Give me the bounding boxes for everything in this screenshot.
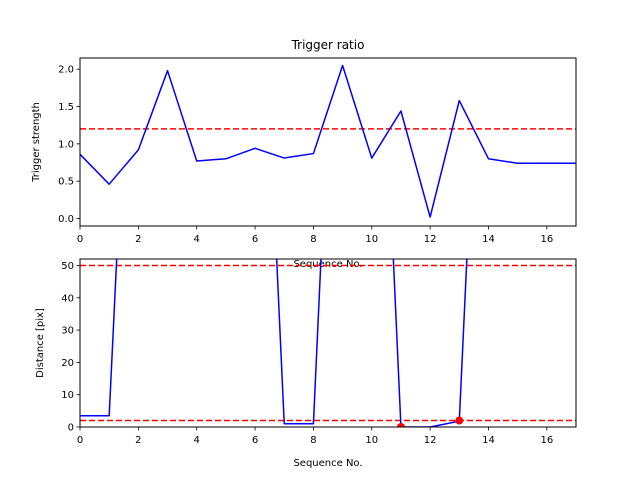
chart-title: Trigger ratio	[291, 38, 365, 52]
x-tick-label: 10	[365, 435, 378, 446]
y-tick-label: 40	[61, 293, 74, 304]
axes-frame	[79, 258, 577, 428]
x-tick-label: 16	[540, 234, 553, 245]
trigger-ratio-chart: Trigger ratio Sequence No. Trigger stren…	[31, 38, 577, 270]
x-axis-label: Sequence No.	[293, 458, 362, 469]
y-axis-label: Distance [pix]	[35, 308, 46, 378]
x-tick-label: 2	[135, 234, 141, 245]
y-tick-label: 1.0	[58, 139, 74, 150]
x-tick-label: 14	[482, 234, 495, 245]
x-tick-label: 6	[252, 435, 258, 446]
x-tick-label: 12	[424, 234, 437, 245]
y-tick-label: 2.0	[58, 65, 74, 76]
x-tick-label: 16	[540, 435, 553, 446]
x-tick-label: 6	[252, 234, 258, 245]
x-tick-label: 10	[365, 234, 378, 245]
x-tick-label: 14	[482, 435, 495, 446]
y-tick-label: 10	[61, 390, 74, 401]
x-tick-label: 0	[77, 234, 83, 245]
y-axis-label: Trigger strength	[31, 102, 42, 183]
y-tick-label: 30	[61, 326, 74, 337]
x-tick-label: 2	[135, 435, 141, 446]
y-tick-label: 0	[68, 423, 74, 434]
plot-content	[80, 64, 576, 218]
y-tick-label: 20	[61, 358, 74, 369]
axes-frame	[79, 57, 577, 227]
y-tick-label: 0.0	[58, 214, 74, 225]
x-tick-label: 8	[310, 435, 316, 446]
y-tick-label: 1.5	[58, 102, 74, 113]
x-tick-label: 12	[424, 435, 437, 446]
x-tick-label: 4	[194, 435, 200, 446]
y-tick-label: 50	[61, 261, 74, 272]
plot-content	[80, 259, 576, 427]
distance-chart: Sequence No. Distance [pix] 0 2 4 6 8 10 12 14 1…	[35, 258, 577, 469]
y-tick-label: 0.5	[58, 177, 74, 188]
x-tick-label: 4	[194, 234, 200, 245]
data-point-marker	[396, 423, 405, 427]
series-line	[80, 64, 576, 218]
data-point-marker	[455, 416, 464, 425]
plot-area: 0 2 4 6 8 10 12 14 16 0.0 0.5 1.0 1.5 2.0	[58, 57, 577, 245]
x-axis-label: Sequence No.	[293, 259, 362, 270]
x-tick-label: 8	[310, 234, 316, 245]
x-tick-label: 0	[77, 435, 83, 446]
plot-area: 0 2 4 6 8 10 12 14 16 0 10 20 30 40 50	[61, 258, 577, 446]
